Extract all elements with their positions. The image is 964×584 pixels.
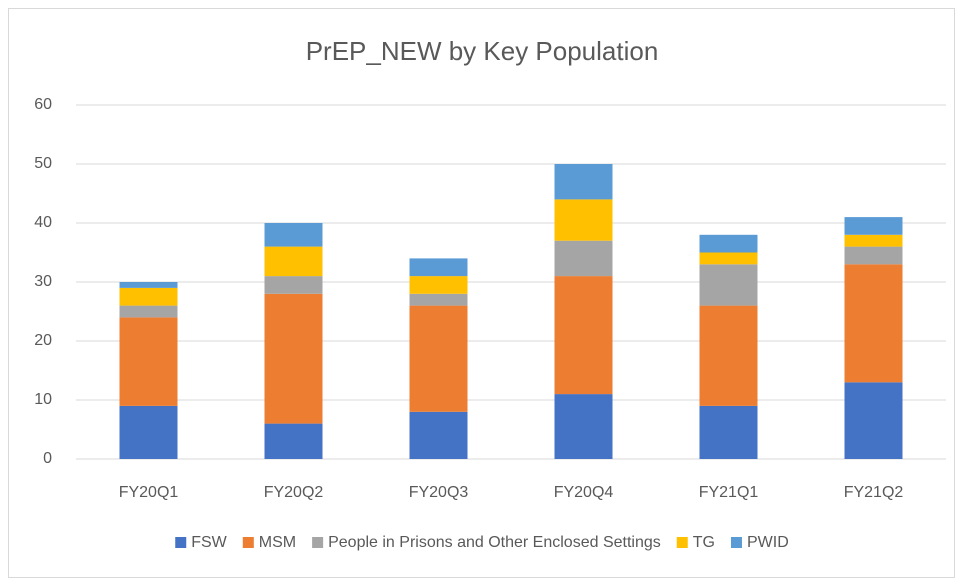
bar-segment: [844, 264, 903, 383]
bar-segment: [554, 276, 613, 395]
bar-segment: [409, 258, 468, 277]
bar-segment: [119, 317, 178, 406]
bar-segment: [264, 246, 323, 277]
bar-segment: [119, 305, 178, 318]
bar-segment: [409, 411, 468, 459]
bar-segment: [699, 264, 758, 306]
bar-segment: [554, 199, 613, 241]
y-tick-label: 10: [34, 391, 52, 408]
y-tick-label: 50: [34, 155, 52, 172]
legend-swatch: [312, 537, 324, 548]
x-tick-label: FY20Q4: [554, 484, 614, 501]
bar-segment: [119, 282, 178, 288]
bar-segment: [554, 164, 613, 200]
y-tick-label: 20: [34, 332, 52, 349]
y-tick-label: 0: [43, 450, 52, 467]
bar-segment: [119, 287, 178, 306]
y-tick-label: 30: [34, 273, 52, 290]
bar-segment: [409, 276, 468, 294]
legend-label: People in Prisons and Other Enclosed Set…: [328, 534, 661, 551]
bar-segment: [844, 217, 903, 235]
bar-segment: [119, 405, 178, 459]
bar-segment: [844, 382, 903, 459]
bar-segment: [699, 234, 758, 253]
y-tick-label: 40: [34, 214, 52, 231]
x-tick-label: FY20Q2: [264, 484, 324, 501]
bar-segment: [264, 276, 323, 294]
legend-swatch: [730, 537, 742, 548]
legend-label: TG: [693, 534, 715, 551]
x-tick-label: FY21Q1: [699, 484, 759, 501]
legend-label: PWID: [747, 534, 789, 551]
bar-segment: [409, 305, 468, 412]
legend-swatch: [676, 537, 688, 548]
bar-segment: [264, 223, 323, 247]
x-tick-label: FY21Q2: [844, 484, 904, 501]
legend-label: FSW: [191, 534, 227, 551]
bar-segment: [264, 293, 323, 424]
x-tick-label: FY20Q3: [409, 484, 469, 501]
bar-segment: [699, 305, 758, 406]
y-tick-label: 60: [34, 96, 52, 113]
x-tick-label: FY20Q1: [119, 484, 179, 501]
bar-segment: [844, 234, 903, 247]
bar-segment: [699, 252, 758, 265]
legend-label: MSM: [259, 534, 296, 551]
bar-segment: [554, 394, 613, 459]
bar-segment: [699, 405, 758, 459]
bar-segment: [844, 246, 903, 265]
bar-segment: [264, 423, 323, 459]
legend-swatch: [175, 537, 187, 548]
legend-swatch: [242, 537, 254, 548]
bar-segment: [409, 293, 468, 306]
bar-segment: [554, 240, 613, 277]
chart-title: PrEP_NEW by Key Population: [306, 36, 659, 66]
